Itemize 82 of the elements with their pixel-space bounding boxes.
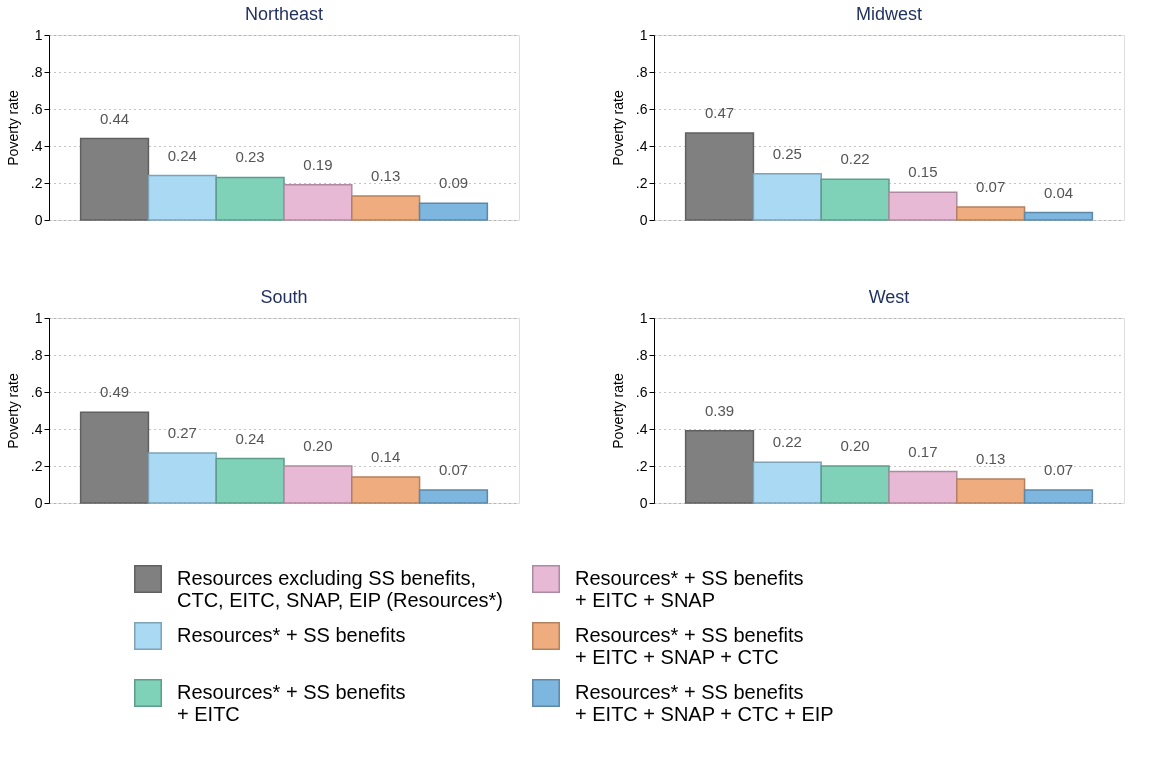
- data-label: 0.17: [908, 442, 938, 460]
- y-axis-title: Poverty rate: [4, 90, 21, 166]
- bar: [215, 176, 285, 221]
- data-label: 0.15: [908, 163, 938, 181]
- y-axis-title: Poverty rate: [609, 90, 626, 166]
- chart-title: South: [260, 287, 308, 307]
- data-label: 0.14: [371, 448, 401, 466]
- y-tick-label: .8: [635, 346, 648, 363]
- y-tick-label: .6: [30, 100, 43, 117]
- y-tick-label: 0: [34, 494, 43, 511]
- data-label: 0.13: [371, 166, 401, 184]
- y-tick-label: .8: [635, 63, 648, 80]
- data-label: 0.24: [167, 146, 197, 164]
- data-label: 0.19: [303, 155, 333, 173]
- bar: [418, 489, 489, 504]
- bar: [820, 178, 890, 221]
- y-axis-title: Poverty rate: [609, 373, 626, 449]
- bar: [820, 465, 890, 504]
- bar: [418, 202, 489, 221]
- data-label: 0.44: [99, 109, 130, 127]
- bar: [283, 465, 353, 504]
- chart-title: Midwest: [855, 4, 923, 24]
- y-tick-label: .2: [30, 457, 43, 474]
- y-tick-label: .6: [635, 100, 648, 117]
- bar: [752, 461, 822, 504]
- data-label: 0.22: [840, 150, 870, 168]
- data-label: 0.07: [438, 461, 469, 479]
- data-label: 0.49: [99, 383, 130, 401]
- y-tick-label: 1: [639, 309, 648, 326]
- bar: [1023, 211, 1094, 221]
- y-tick-label: .2: [635, 174, 648, 191]
- y-tick-label: .6: [30, 383, 43, 400]
- data-label: 0.23: [235, 148, 265, 166]
- y-tick-label: .6: [635, 383, 648, 400]
- chart-title: West: [868, 287, 910, 307]
- bar: [888, 470, 958, 504]
- data-label: 0.07: [976, 178, 1006, 196]
- bar: [752, 173, 822, 221]
- bar: [147, 174, 217, 221]
- y-tick-label: 0: [34, 211, 43, 228]
- legend-label: Resources* + SS benefits + EITC: [177, 681, 406, 725]
- data-label: 0.22: [772, 433, 802, 451]
- legend-label: Resources* + SS benefits: [177, 624, 406, 646]
- legend-label: Resources* + SS benefits + EITC + SNAP: [575, 567, 804, 611]
- bar: [956, 478, 1026, 504]
- y-tick-label: .2: [635, 457, 648, 474]
- data-label: 0.39: [704, 401, 735, 419]
- data-label: 0.25: [772, 144, 802, 162]
- data-label: 0.07: [1043, 461, 1074, 479]
- y-tick-label: 0: [639, 211, 648, 228]
- data-label: 0.20: [303, 437, 333, 454]
- bar: [283, 184, 353, 221]
- data-label: 0.20: [840, 437, 870, 454]
- chart-title: Northeast: [244, 4, 324, 24]
- bar: [1023, 489, 1094, 504]
- y-tick-label: .2: [30, 174, 43, 191]
- data-label: 0.27: [167, 424, 197, 442]
- bar: [956, 206, 1026, 221]
- y-tick-label: 1: [34, 26, 43, 43]
- y-tick-label: 0: [639, 494, 648, 511]
- y-tick-label: .8: [30, 63, 43, 80]
- y-tick-label: 1: [639, 26, 648, 43]
- legend-label: Resources* + SS benefits + EITC + SNAP + CTC + EIP: [575, 681, 834, 725]
- bar: [351, 195, 421, 221]
- legend-label: Resources excluding SS benefits, CTC, EITC, SNAP, EIP (Resources*): [177, 567, 504, 611]
- data-label: 0.47: [704, 104, 735, 122]
- y-tick-label: 1: [34, 309, 43, 326]
- y-tick-label: .4: [30, 420, 43, 437]
- bar: [351, 476, 421, 504]
- bar: [888, 191, 958, 221]
- legend-label: Resources* + SS benefits + EITC + SNAP + CTC: [575, 624, 804, 668]
- data-label: 0.13: [976, 449, 1006, 467]
- y-tick-label: .4: [30, 137, 43, 154]
- data-label: 0.24: [235, 429, 265, 447]
- y-tick-label: .4: [635, 137, 648, 154]
- data-label: 0.09: [438, 174, 469, 192]
- data-label: 0.04: [1043, 183, 1074, 201]
- y-axis-title: Poverty rate: [4, 373, 21, 449]
- bar: [215, 457, 285, 504]
- y-tick-label: .8: [30, 346, 43, 363]
- y-tick-label: .4: [635, 420, 648, 437]
- bar: [147, 452, 217, 504]
